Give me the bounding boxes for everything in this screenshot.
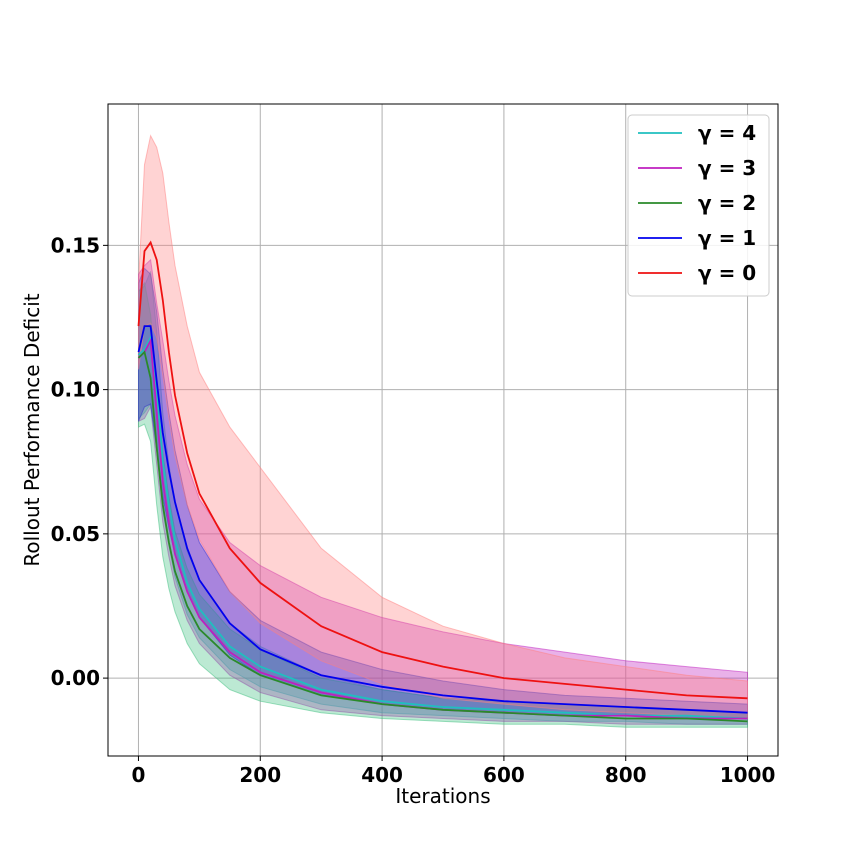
series-lines — [137, 240, 748, 723]
legend-label: γ = 4 — [698, 121, 756, 145]
axis-ticks: 0 200 400 600 800 1000 0.00 0.05 0.10 0.15 — [51, 233, 776, 787]
confidence-band-2 — [138, 281, 748, 728]
series-line-4 — [137, 240, 748, 700]
x-tick-label: 800 — [605, 763, 647, 787]
x-tick-label: 600 — [483, 763, 525, 787]
series-line-2 — [137, 350, 748, 723]
series-line-0 — [137, 334, 748, 720]
y-tick-label: 0.15 — [51, 233, 100, 257]
y-axis-label: Rollout Performance Deficit — [20, 293, 44, 566]
y-tick-label: 0.00 — [51, 666, 100, 690]
x-tick-label: 1000 — [720, 763, 776, 787]
series-line-3 — [137, 325, 748, 714]
plot-frame — [107, 103, 779, 757]
legend-label: γ = 2 — [698, 191, 756, 215]
x-tick-label: 200 — [239, 763, 281, 787]
legend-box — [627, 114, 770, 297]
legend: γ = 4 γ = 3 γ = 2 γ = 1 γ = 0 — [627, 114, 770, 297]
y-tick-label: 0.10 — [51, 378, 100, 402]
legend-label: γ = 1 — [698, 226, 756, 250]
y-tick-label: 0.05 — [51, 522, 100, 546]
legend-label: γ = 0 — [698, 261, 756, 285]
legend-label: γ = 3 — [698, 156, 756, 180]
x-tick-label: 0 — [131, 763, 145, 787]
x-tick-label: 400 — [361, 763, 403, 787]
x-axis-label: Iterations — [395, 784, 490, 808]
